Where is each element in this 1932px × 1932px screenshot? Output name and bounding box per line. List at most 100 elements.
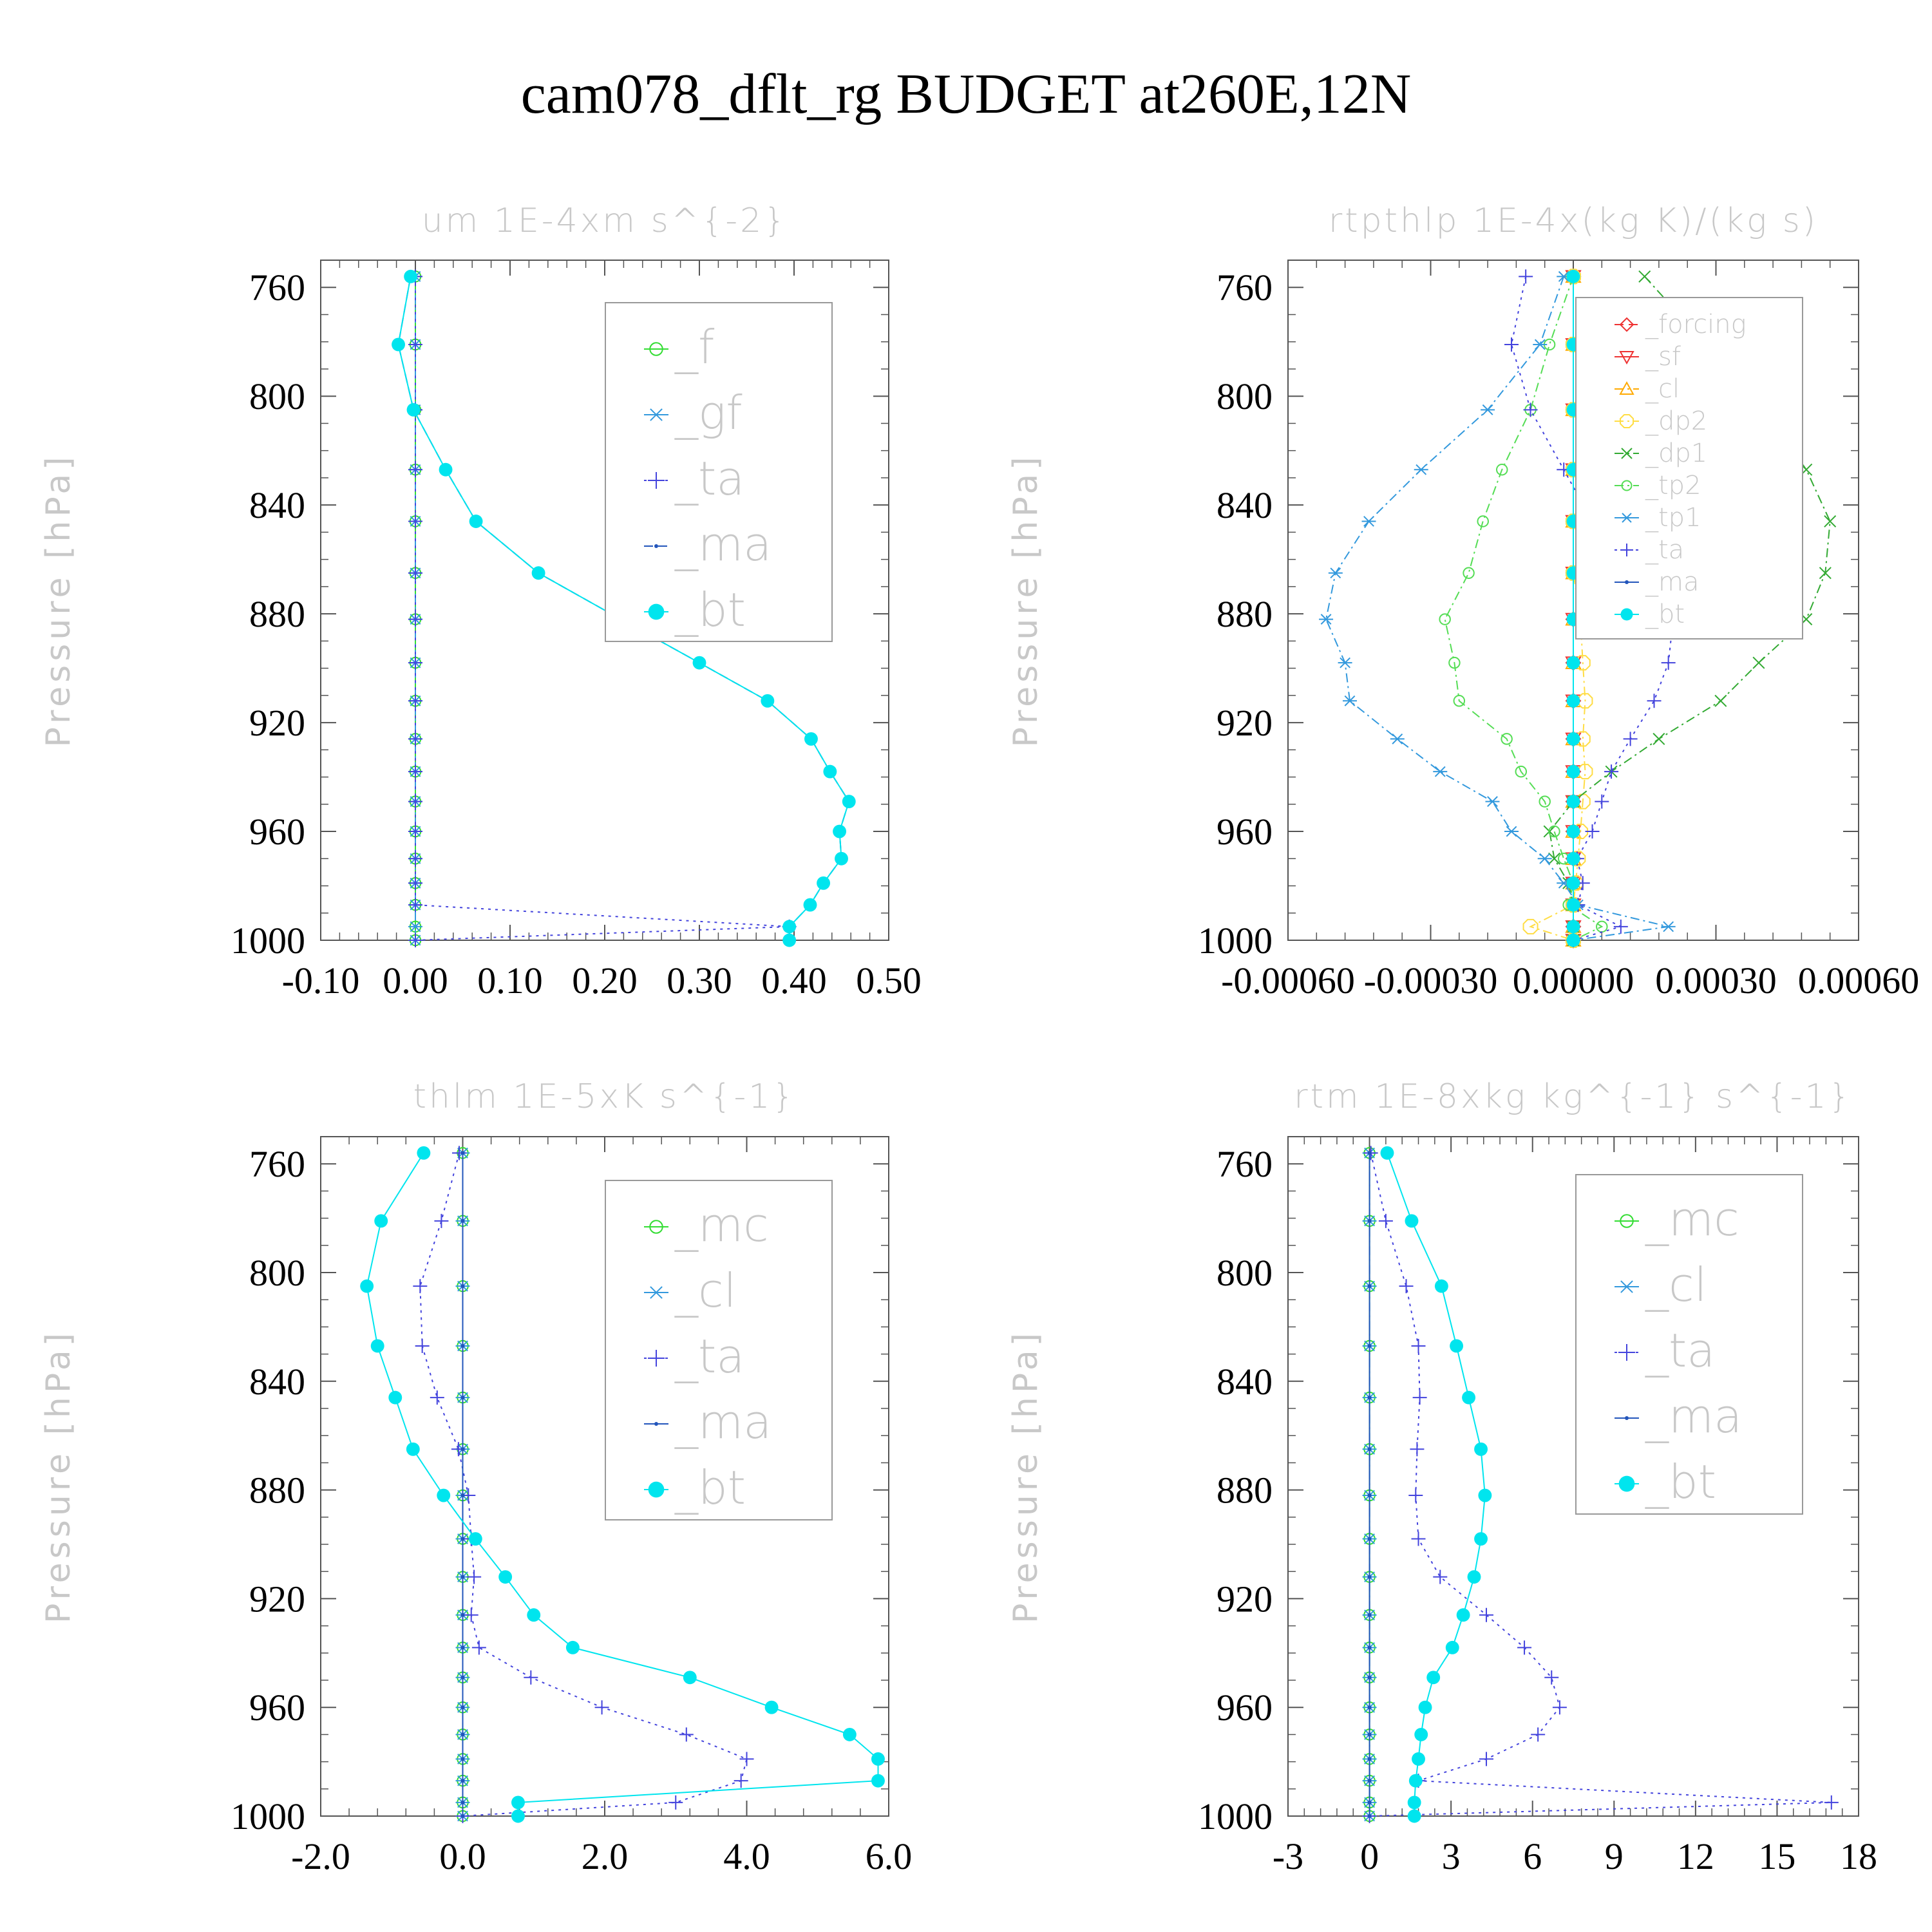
- data-point: [835, 851, 848, 866]
- data-point: [460, 1493, 465, 1498]
- data-point: [1819, 567, 1832, 580]
- data-point: [1566, 656, 1580, 670]
- legend-entry: _ma: [1615, 567, 1699, 597]
- data-point: [1477, 515, 1489, 527]
- y-tick-label: 840: [249, 484, 305, 526]
- legend-marker: [1619, 351, 1634, 365]
- series: [392, 269, 856, 947]
- data-point: [392, 337, 405, 352]
- figure-title: cam078_dflt_rg BUDGET at260E,12N: [521, 63, 1412, 126]
- y-tick-label: 920: [249, 1578, 305, 1620]
- data-point: [1463, 567, 1475, 580]
- data-point: [1407, 1809, 1421, 1823]
- data-point: [1467, 1570, 1481, 1584]
- data-point: [1566, 824, 1580, 838]
- legend-entry: _sf: [1615, 342, 1681, 372]
- data-point: [408, 565, 422, 580]
- data-point: [1501, 733, 1513, 745]
- legend-marker: [649, 342, 663, 356]
- legend-entry: _dp2: [1615, 406, 1707, 436]
- data-point: [1522, 918, 1539, 934]
- data-point: [471, 1640, 486, 1655]
- legend-marker: [1618, 1280, 1635, 1293]
- legend-label: _f: [674, 320, 715, 374]
- x-tick-label: 0.50: [856, 960, 922, 1001]
- data-point: [1418, 1700, 1432, 1714]
- y-tick-label: 800: [1217, 375, 1273, 417]
- y-tick-label: 760: [249, 267, 305, 308]
- legend-entry: _ma: [644, 517, 772, 571]
- data-point: [1445, 1640, 1459, 1654]
- legend-label: _ta: [1645, 535, 1684, 565]
- y-tick-label: 1000: [1198, 920, 1273, 961]
- data-point: [417, 1146, 431, 1160]
- data-point: [734, 1774, 748, 1788]
- y-tick-label: 960: [1217, 811, 1273, 853]
- x-tick-label: 15: [1758, 1835, 1795, 1877]
- y-tick-label: 960: [249, 1687, 305, 1728]
- data-point: [460, 1447, 465, 1452]
- x-tick-label: 0.0: [439, 1835, 486, 1877]
- data-point: [1478, 1488, 1492, 1502]
- legend-entry: _ma: [644, 1395, 772, 1449]
- legend-entry: _bt: [1615, 1455, 1716, 1509]
- legend-marker: [649, 1220, 663, 1234]
- data-point: [1378, 1213, 1393, 1228]
- data-point: [804, 732, 818, 746]
- y-axis-label: Pressure [hPa]: [39, 1329, 78, 1624]
- legend-marker: [654, 544, 658, 548]
- data-point: [408, 794, 422, 809]
- data-point: [1433, 766, 1448, 777]
- legend-entry: _bt: [1615, 600, 1685, 629]
- y-tick-label: 840: [1217, 484, 1273, 526]
- legend-marker: [1620, 608, 1633, 621]
- series: [1380, 1146, 1492, 1823]
- y-tick-label: 1000: [1198, 1795, 1273, 1837]
- x-tick-label: 12: [1677, 1835, 1714, 1877]
- legend-entry: _bt: [644, 583, 746, 637]
- y-tick-label: 960: [249, 811, 305, 853]
- data-point: [1367, 1575, 1372, 1579]
- data-point: [565, 1640, 580, 1654]
- data-point: [460, 1800, 465, 1804]
- data-point: [1367, 1757, 1372, 1761]
- data-point: [782, 920, 797, 934]
- data-point: [408, 732, 422, 746]
- series: [460, 1151, 465, 1818]
- data-point: [374, 1214, 388, 1228]
- legend-entry: _f: [644, 320, 715, 374]
- x-tick-label: 0.10: [477, 960, 543, 1001]
- data-point: [1566, 933, 1580, 947]
- data-point: [437, 1488, 451, 1502]
- data-point: [1515, 765, 1528, 778]
- legend-entry: _mc: [644, 1198, 769, 1252]
- y-tick-label: 800: [249, 1252, 305, 1294]
- data-point: [460, 1218, 465, 1223]
- data-point: [408, 851, 422, 866]
- data-point: [408, 462, 422, 477]
- data-point: [1448, 656, 1461, 669]
- legend-box: [605, 302, 833, 642]
- series: [1367, 1151, 1372, 1818]
- data-point: [761, 694, 775, 708]
- data-point: [360, 1279, 374, 1293]
- data-point: [1479, 1607, 1493, 1622]
- legend-entry: _tp1: [1615, 503, 1701, 533]
- data-point: [1496, 463, 1508, 476]
- data-point: [434, 1213, 449, 1228]
- legend-marker: [654, 1422, 658, 1426]
- y-tick-label: 880: [249, 593, 305, 635]
- data-point: [460, 1613, 465, 1617]
- data-point: [408, 824, 422, 839]
- legend-marker: [1620, 513, 1633, 523]
- legend-box: [1575, 297, 1803, 639]
- legend-marker: [1619, 381, 1634, 395]
- legend-entry: _cl: [644, 1264, 737, 1318]
- legend-marker: [648, 1286, 665, 1299]
- data-point: [1474, 1442, 1488, 1456]
- data-point: [1661, 656, 1676, 670]
- data-point: [1653, 732, 1665, 745]
- legend-entry: _dp1: [1615, 439, 1707, 468]
- data-point: [1405, 1214, 1419, 1228]
- data-point: [1367, 1645, 1372, 1650]
